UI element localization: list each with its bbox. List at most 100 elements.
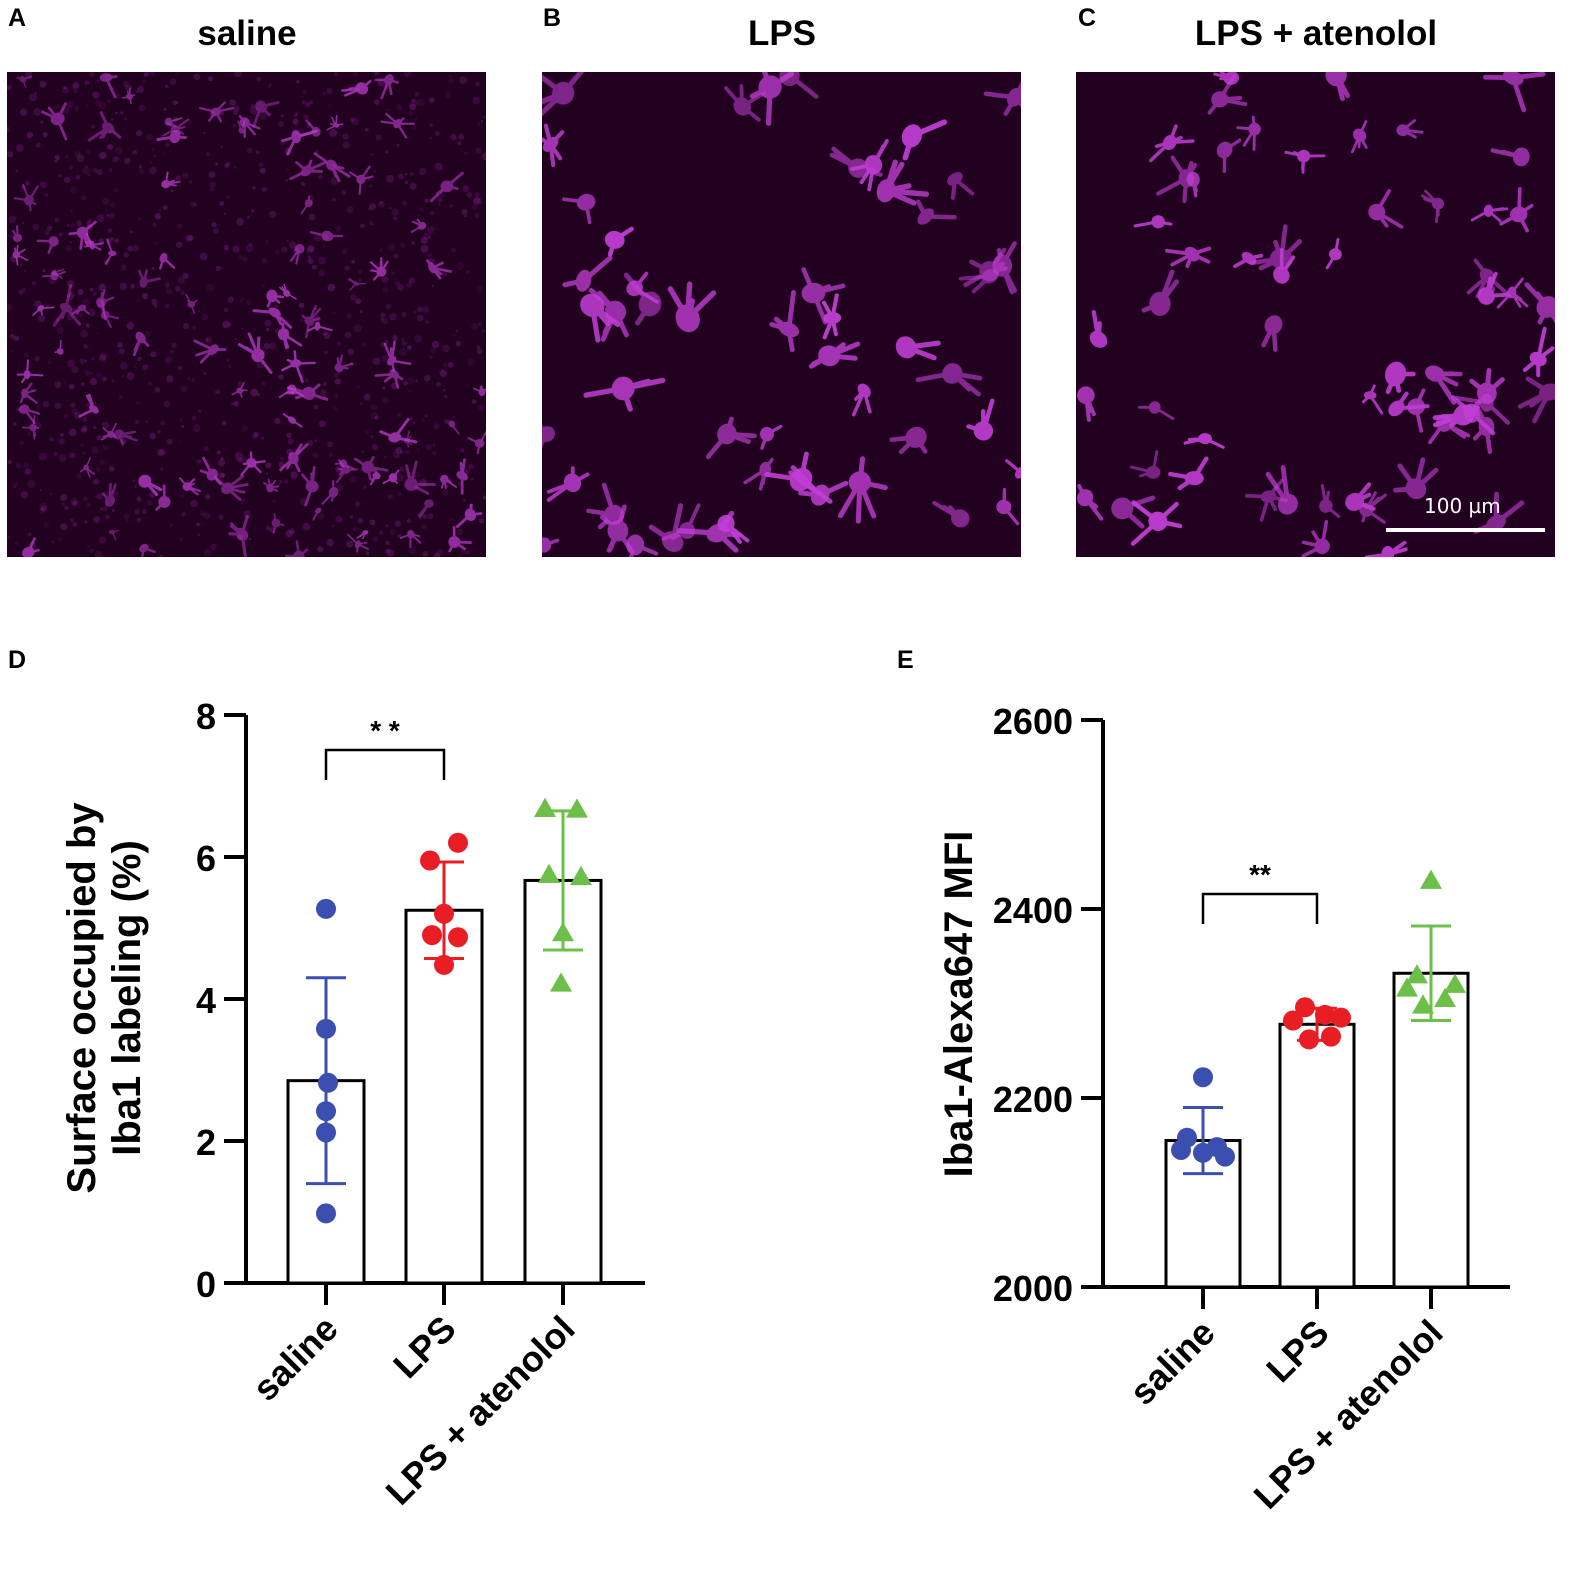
microglia-cell — [1077, 386, 1096, 422]
background-speckle — [138, 165, 143, 169]
background-speckle — [466, 192, 473, 198]
background-speckle — [250, 103, 256, 109]
background-speckle — [403, 72, 411, 78]
background-speckle — [363, 393, 371, 401]
background-speckle — [215, 162, 219, 166]
microglia-cell — [312, 507, 322, 521]
background-speckle — [206, 283, 214, 292]
background-speckle — [332, 197, 336, 202]
microglia-cell — [542, 72, 585, 117]
background-speckle — [218, 514, 224, 520]
background-speckle — [181, 424, 185, 429]
background-speckle — [307, 255, 312, 259]
background-speckle — [479, 201, 483, 205]
background-speckle — [72, 81, 80, 89]
background-speckle — [203, 549, 212, 557]
background-speckle — [126, 519, 129, 522]
background-speckle — [424, 375, 431, 382]
background-speckle — [98, 354, 107, 362]
background-speckle — [79, 358, 85, 364]
background-speckle — [39, 488, 42, 492]
background-speckle — [395, 449, 399, 452]
background-speckle — [425, 444, 432, 451]
background-speckle — [64, 505, 69, 511]
background-speckle — [298, 302, 305, 309]
y-axis-label: Surface occupied byIba1 labeling (%) — [60, 802, 149, 1194]
background-speckle — [252, 328, 256, 332]
background-speckle — [300, 318, 304, 322]
background-speckle — [99, 151, 107, 160]
background-speckle — [246, 147, 253, 154]
background-speckle — [205, 151, 211, 157]
microglia-cell — [282, 413, 303, 428]
background-speckle — [329, 128, 338, 137]
background-speckle — [203, 446, 209, 452]
background-speckle — [238, 254, 243, 260]
background-speckle — [87, 326, 90, 329]
background-speckle — [54, 154, 60, 160]
background-speckle — [14, 483, 18, 487]
background-speckle — [350, 117, 355, 122]
background-speckle — [7, 126, 11, 133]
microglia-cell — [1261, 315, 1283, 352]
microglia-cell — [309, 230, 344, 242]
background-speckle — [392, 451, 400, 458]
data-point — [316, 1101, 336, 1122]
microglia-cell — [448, 420, 460, 435]
background-speckle — [248, 537, 252, 541]
background-speckle — [216, 450, 221, 455]
background-speckle — [49, 437, 54, 442]
background-speckle — [104, 208, 108, 211]
panel-letter-b: B — [543, 4, 562, 32]
background-speckle — [7, 303, 12, 312]
microglia-cell — [374, 74, 399, 100]
background-speckle — [27, 532, 32, 537]
background-speckle — [434, 162, 443, 171]
microglia-cell — [353, 455, 389, 481]
background-speckle — [67, 451, 75, 460]
microglia-cell — [1077, 484, 1104, 521]
background-speckle — [313, 315, 321, 324]
background-speckle — [124, 157, 131, 165]
background-speckle — [36, 142, 41, 148]
background-speckle — [7, 151, 14, 158]
microglia-cell — [1265, 465, 1298, 515]
background-speckle — [393, 216, 398, 221]
background-speckle — [429, 355, 433, 359]
microglia-cell — [1156, 155, 1198, 204]
background-speckle — [57, 268, 61, 272]
background-speckle — [81, 298, 90, 307]
microglia-cell — [36, 236, 59, 254]
background-speckle — [144, 330, 151, 337]
x-tick-label: LPS — [1258, 1312, 1336, 1390]
microglia-cell — [1138, 401, 1175, 420]
background-speckle — [385, 524, 389, 528]
background-speckle — [437, 197, 443, 203]
background-speckle — [226, 358, 230, 362]
microglia-cell — [717, 514, 750, 544]
microglia-cell — [1130, 500, 1183, 546]
background-speckle — [183, 323, 190, 330]
background-speckle — [451, 518, 454, 521]
background-speckle — [162, 152, 165, 155]
y-tick-label: 2200 — [993, 1079, 1073, 1120]
background-speckle — [101, 376, 107, 382]
microglia-cell — [380, 112, 415, 139]
background-speckle — [390, 270, 395, 275]
background-speckle — [395, 446, 403, 454]
background-speckle — [241, 256, 248, 263]
background-speckle — [215, 389, 220, 395]
microglia-cell — [399, 529, 422, 549]
background-speckle — [442, 389, 446, 392]
background-speckle — [427, 252, 433, 258]
background-speckle — [80, 329, 89, 338]
microglia-cell — [822, 293, 842, 340]
background-speckle — [476, 345, 481, 349]
background-speckle — [444, 418, 450, 425]
background-speckle — [138, 167, 145, 174]
data-point — [1215, 1146, 1235, 1167]
background-speckle — [357, 518, 364, 524]
background-speckle — [345, 540, 354, 548]
background-speckle — [317, 546, 324, 553]
background-speckle — [91, 124, 95, 129]
